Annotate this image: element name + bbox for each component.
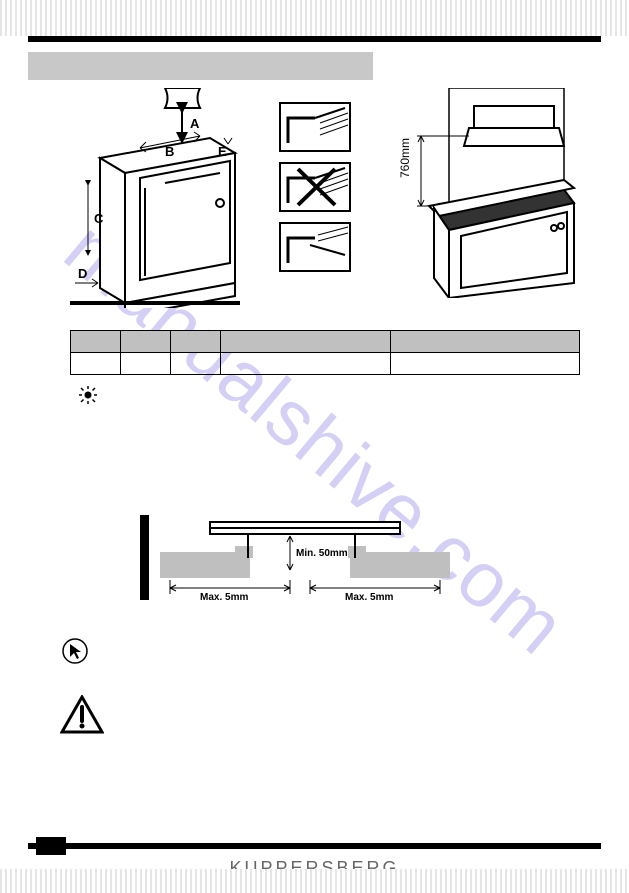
page-top-stripes [0,0,629,36]
min-label: Min. 50mm [296,548,348,559]
diagram-row: A B [70,88,579,308]
dimension-table [70,330,580,375]
page-bottom-stripes [0,869,629,893]
warning-icon [60,695,104,735]
dim-D: D [78,266,87,281]
hood-clearance-label: 760mm [398,138,412,178]
header-rule [28,36,601,42]
section-title-bar [28,52,373,80]
cursor-icon [62,638,88,664]
page-number-box [36,837,66,855]
bracket-sketches [275,88,355,288]
max-right-label: Max. 5mm [345,592,393,603]
dim-E: E [218,144,227,159]
hood-clearance-diagram: 760mm [389,88,579,298]
max-left-label: Max. 5mm [200,592,248,603]
footer-rule [28,843,601,849]
dim-C: C [94,211,104,226]
light-icon [78,385,98,405]
dim-B: B [165,144,174,159]
dim-A: A [190,116,200,131]
worktop-clearance-diagram: Min. 50mm Max. 5mm Max. 5mm [140,510,460,610]
oven-cabinet-diagram: A B [70,88,240,308]
